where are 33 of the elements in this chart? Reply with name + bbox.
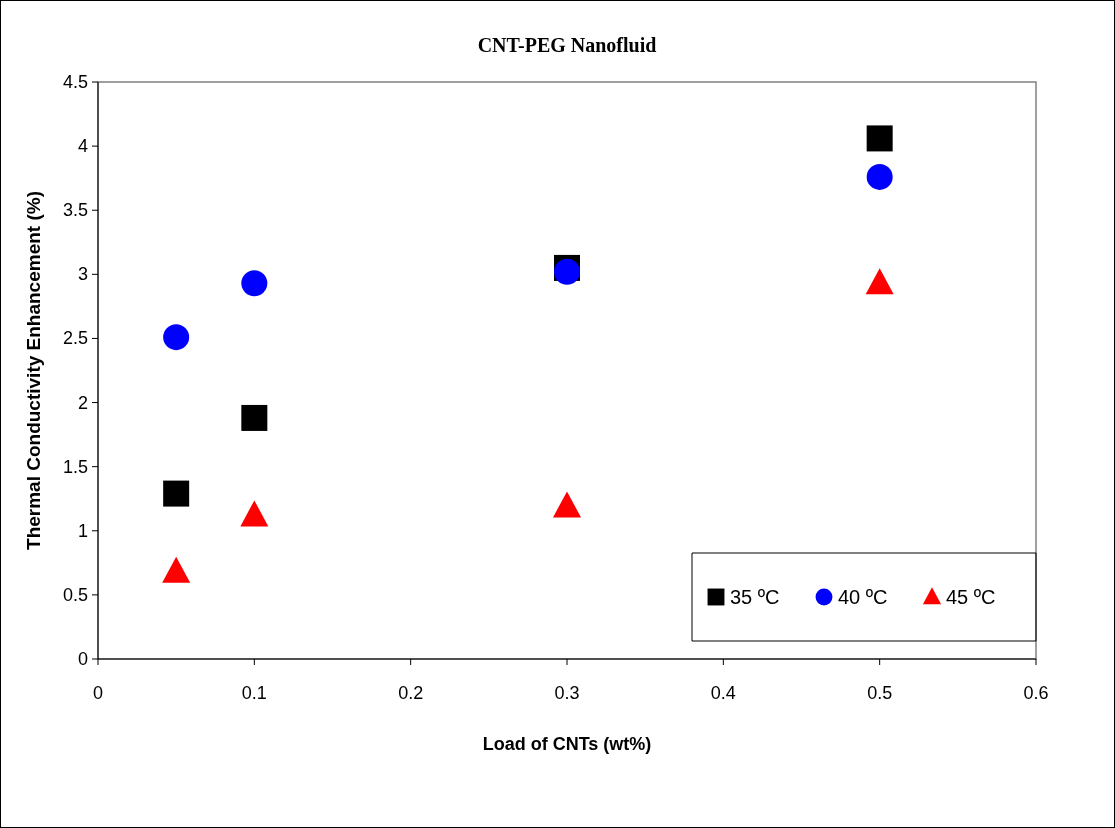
point [241,270,268,297]
point [241,404,268,431]
y-tick-label: 1.5 [62,456,88,477]
x-tick-label: 0.4 [710,683,736,703]
point [553,491,581,518]
y-tick-label: 2.5 [62,328,88,349]
point [866,125,893,152]
x-tick-label: 0.2 [398,683,424,703]
x-tick-label: 0.1 [241,683,267,703]
y-tick-label: 4 [77,136,88,157]
x-axis-title: Load of CNTs (wt%) [482,734,652,754]
point [163,480,190,507]
y-tick-label: 0 [77,649,88,669]
y-tick-label: 1 [77,520,88,541]
chart-title: CNT-PEG Nanofluid [477,34,657,56]
y-tick-label: 4.5 [62,72,88,92]
point [240,500,269,527]
legend-label: 45 ºC [946,586,996,608]
y-tick-label: 2 [77,392,88,413]
legend-label: 35 ºC [730,586,780,608]
point [163,324,190,351]
point [865,268,894,295]
legend-label: 40 ºC [838,586,888,608]
y-tick-label: 3 [77,264,88,285]
point [866,163,893,190]
y-tick-label: 3.5 [62,200,88,221]
x-tick-label: 0 [92,683,104,703]
point [162,556,191,583]
x-tick-label: 0.3 [554,683,580,703]
y-tick-label: 0.5 [62,584,88,605]
x-tick-label: 0.6 [1023,683,1049,703]
x-tick-label: 0.5 [867,683,893,703]
y-axis-title: Thermal Conductivity Enhancement (%) [23,191,44,550]
